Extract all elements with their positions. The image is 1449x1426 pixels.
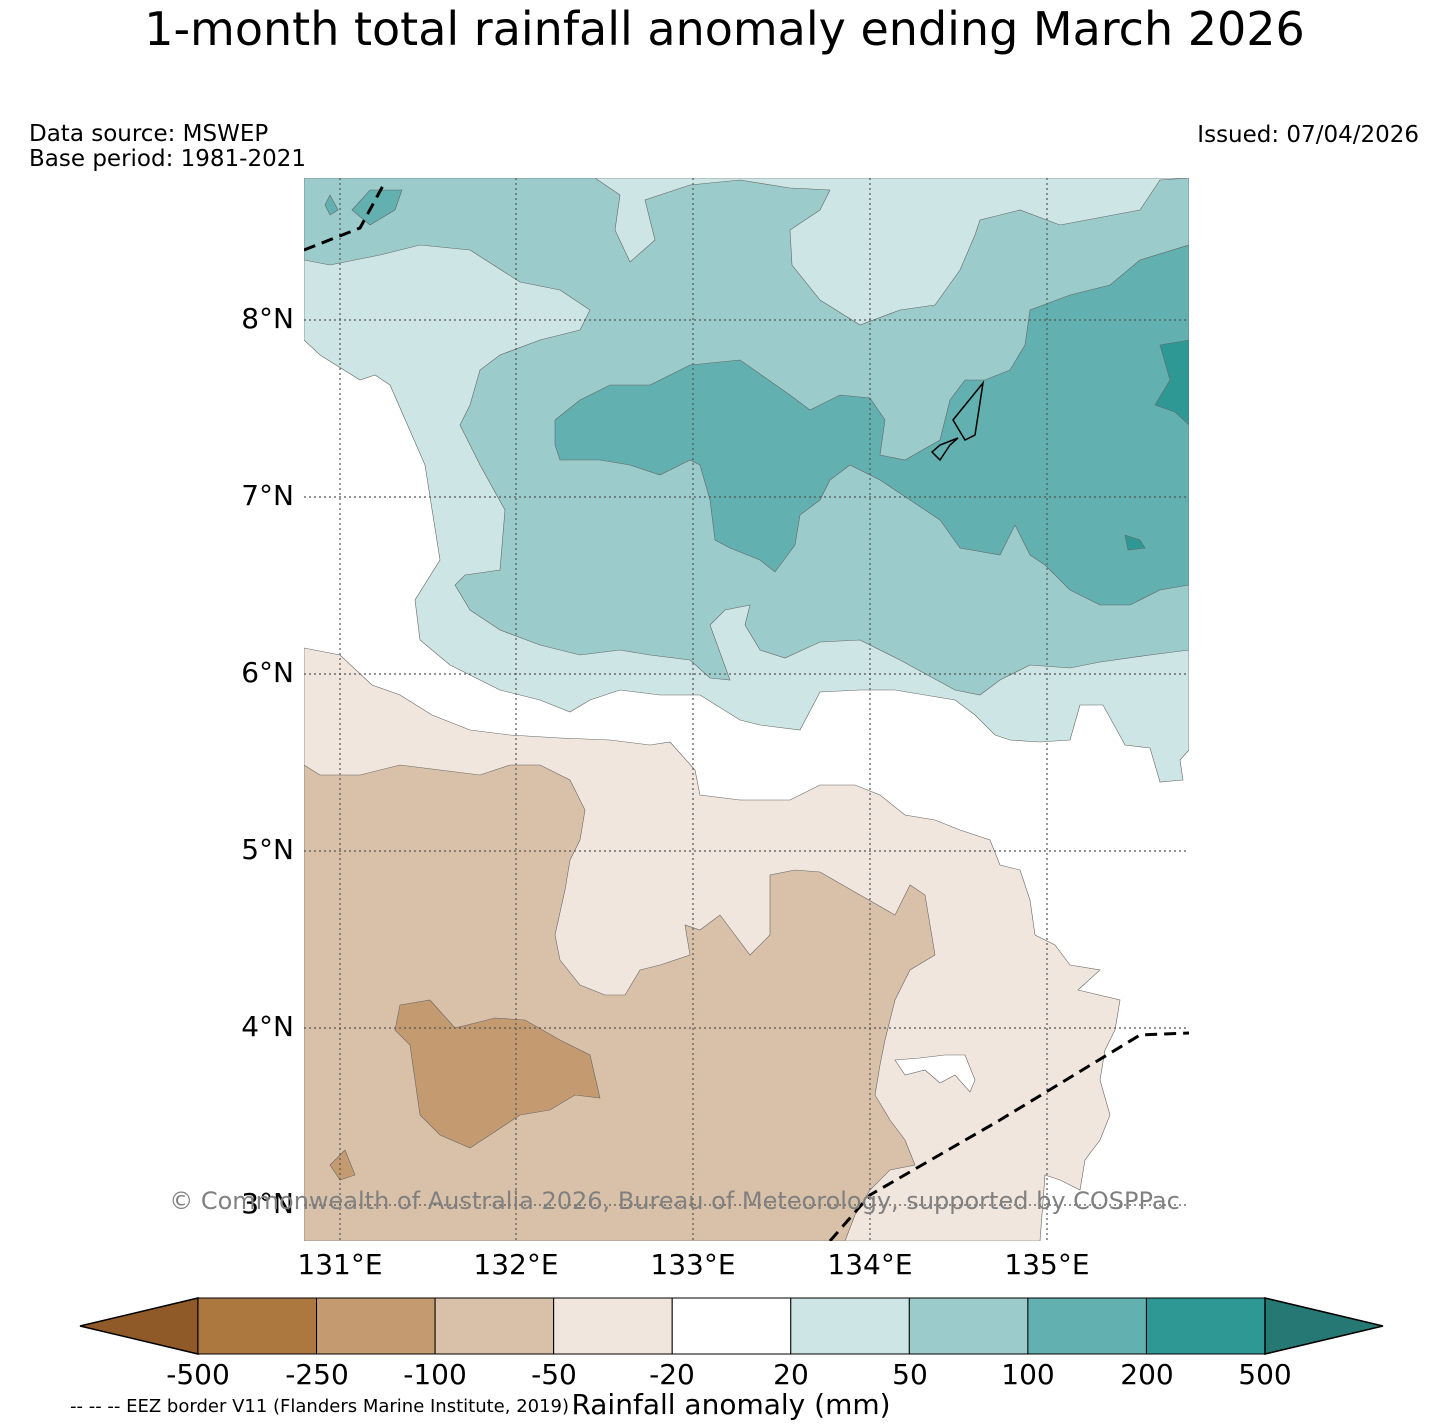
colorbar-segment [553,1297,673,1355]
island-outline [930,380,985,462]
colorbar-tick: -500 [166,1358,230,1391]
colorbar-segment [671,1297,792,1355]
contour-100-200-small [324,189,403,226]
issued-date: Issued: 07/04/2026 [1197,122,1419,148]
eez-legend-note: -- -- -- EEZ border V11 (Flanders Marine… [70,1396,570,1417]
colorbar-segment [197,1297,318,1355]
colorbar-segment [1145,1297,1266,1355]
colorbar-tick: 100 [1001,1358,1055,1391]
colorbar-label: Rainfall anomaly (mm) [571,1388,891,1421]
colorbar-segment [908,1297,1029,1355]
colorbar-tick: -250 [285,1358,349,1391]
anomaly-contours [304,178,1189,1241]
lat-label-5n: 5°N [241,833,294,866]
colorbar-segment [790,1297,910,1355]
data-source: Data source: MSWEP [29,121,269,147]
colorbar-tick: 500 [1238,1358,1292,1391]
colorbar [79,1297,1384,1355]
colorbar-tick: 20 [773,1358,809,1391]
lat-label-3n: 3°N [241,1187,294,1220]
colorbar-extend-left [79,1297,199,1355]
base-period: Base period: 1981-2021 [29,146,307,172]
lon-label-133e: 133°E [650,1248,736,1281]
colorbar-extend-right [1264,1297,1384,1355]
lat-label-7n: 7°N [241,479,294,512]
lon-label-132e: 132°E [473,1248,559,1281]
lon-label-135e: 135°E [1004,1248,1090,1281]
lat-label-4n: 4°N [241,1010,294,1043]
colorbar-segment [434,1297,555,1355]
lon-label-134e: 134°E [827,1248,913,1281]
colorbar-tick: -20 [649,1358,695,1391]
colorbar-tick: 200 [1120,1358,1174,1391]
colorbar-tick: -100 [403,1358,467,1391]
map-title: 1-month total rainfall anomaly ending Ma… [144,2,1305,56]
contour-white-patch [894,1054,976,1093]
lon-label-131e: 131°E [297,1248,383,1281]
colorbar-tick: -50 [531,1358,577,1391]
colorbar-segment [1027,1297,1147,1355]
graticule [304,178,1189,1241]
lat-label-6n: 6°N [241,656,294,689]
colorbar-tick: 50 [892,1358,928,1391]
colorbar-segment [316,1297,436,1355]
contour-200-500 [1124,339,1189,551]
lat-label-8n: 8°N [241,302,294,335]
data-source-info: Data source: MSWEP Base period: 1981-202… [29,122,306,172]
eez-border [304,181,1189,1241]
copyright-notice: © Commonwealth of Australia 2026, Bureau… [169,1187,1180,1215]
